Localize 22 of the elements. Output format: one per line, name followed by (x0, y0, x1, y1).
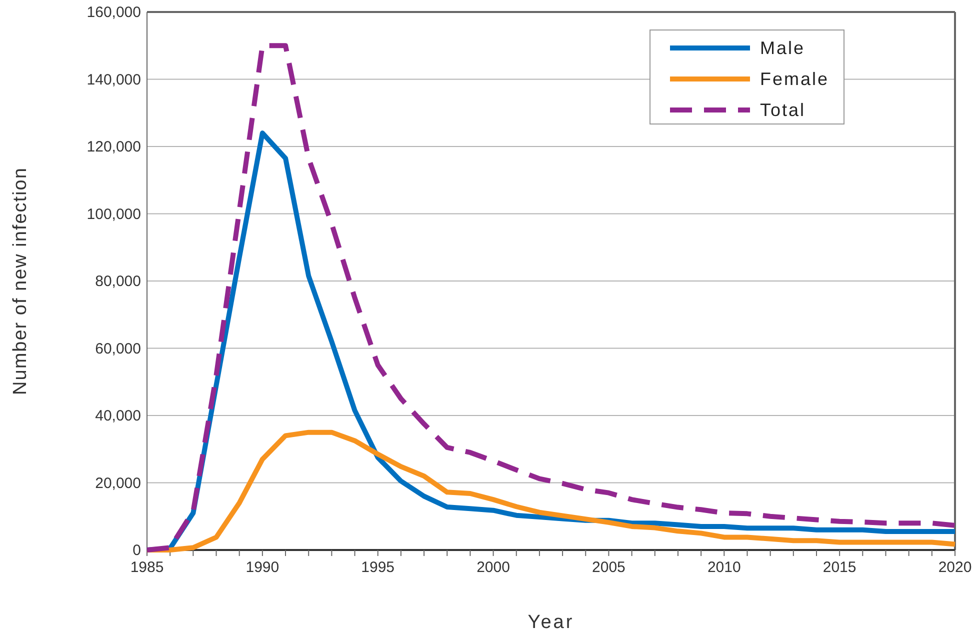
y-tick-label: 100,000 (86, 206, 141, 223)
legend-label: Female (760, 69, 830, 89)
y-tick-label: 80,000 (95, 273, 141, 290)
y-tick-label: 60,000 (95, 340, 141, 358)
x-tick-label: 2010 (707, 559, 741, 576)
legend-label: Male (760, 38, 806, 58)
x-tick-label: 2015 (822, 559, 856, 576)
y-tick-label: 40,000 (95, 408, 141, 424)
y-tick-label: 120,000 (86, 138, 141, 156)
x-tick-label: 2000 (476, 559, 510, 576)
y-tick-label: 140,000 (86, 71, 141, 88)
x-tick-label: 1995 (361, 559, 395, 576)
y-tick-label: 0 (132, 542, 141, 559)
x-tick-label: 2005 (592, 559, 626, 576)
x-tick-label: 2020 (938, 559, 972, 576)
y-tick-label: 20,000 (95, 474, 141, 492)
y-tick-label: 160,000 (86, 4, 141, 21)
x-tick-label: 1990 (246, 559, 280, 576)
legend-label: Total (760, 100, 806, 120)
x-axis-title: Year (528, 612, 574, 633)
x-tick-label: 1985 (130, 559, 164, 576)
y-axis-title: Number of new infection (10, 167, 31, 395)
